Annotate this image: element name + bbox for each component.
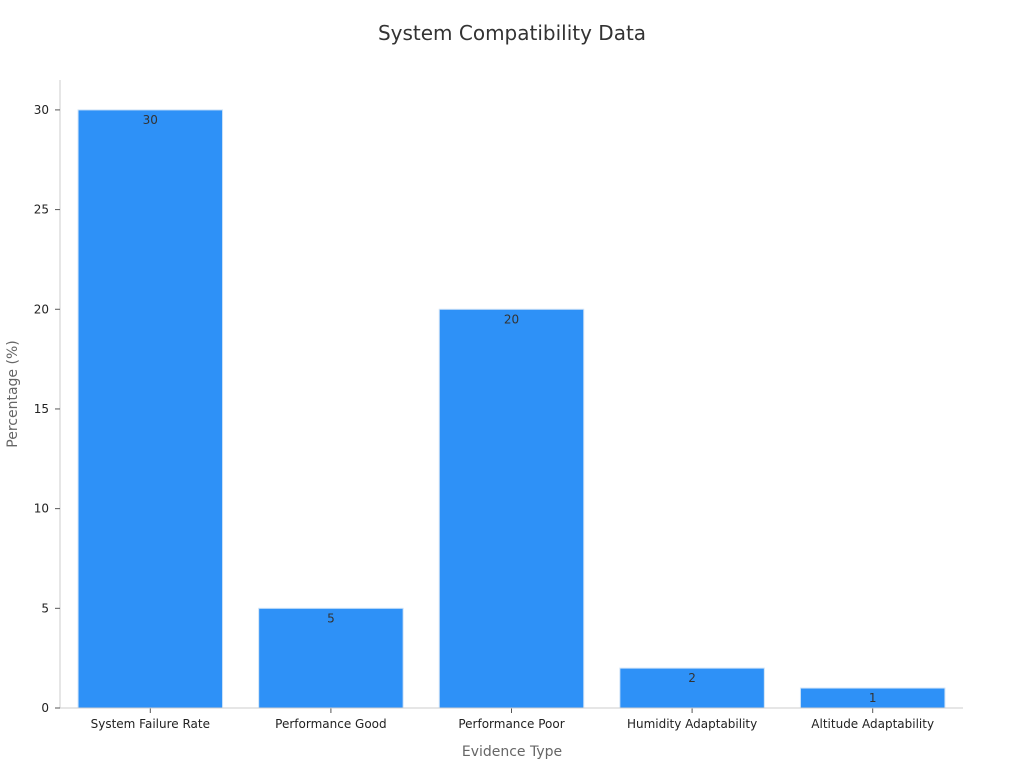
bar-2 xyxy=(438,308,585,709)
data-label-4: 1 xyxy=(869,691,877,705)
y-tick-label-0: 0 xyxy=(41,701,49,715)
x-tick-label-4: Altitude Adaptability xyxy=(811,717,934,731)
bars-layer: 30 5 20 2 1 xyxy=(77,109,946,709)
bar-0 xyxy=(77,109,224,709)
y-axis-label: Percentage (%) xyxy=(5,340,21,447)
chart-title: System Compatibility Data xyxy=(378,21,646,45)
bar-1 xyxy=(258,607,404,709)
y-tick-label-4: 20 xyxy=(34,302,49,316)
y-tick-label-5: 25 xyxy=(34,203,49,217)
y-tick-label-2: 10 xyxy=(34,502,49,516)
bar-3 xyxy=(619,667,765,709)
data-label-2: 20 xyxy=(504,312,519,326)
y-tick-label-3: 15 xyxy=(34,402,49,416)
x-tick-label-2: Performance Poor xyxy=(458,717,564,731)
data-label-1: 5 xyxy=(327,611,335,625)
x-axis-label: Evidence Type xyxy=(462,744,562,760)
axes-layer: System Failure Rate Performance Good Perfo… xyxy=(34,80,963,731)
y-tick-label-6: 30 xyxy=(34,103,49,117)
data-label-3: 2 xyxy=(688,671,696,685)
data-label-0: 30 xyxy=(143,113,158,127)
y-tick-label-1: 5 xyxy=(41,601,49,615)
x-tick-label-1: Performance Good xyxy=(275,717,386,731)
x-tick-label-3: Humidity Adaptability xyxy=(627,717,757,731)
x-tick-label-0: System Failure Rate xyxy=(91,717,210,731)
